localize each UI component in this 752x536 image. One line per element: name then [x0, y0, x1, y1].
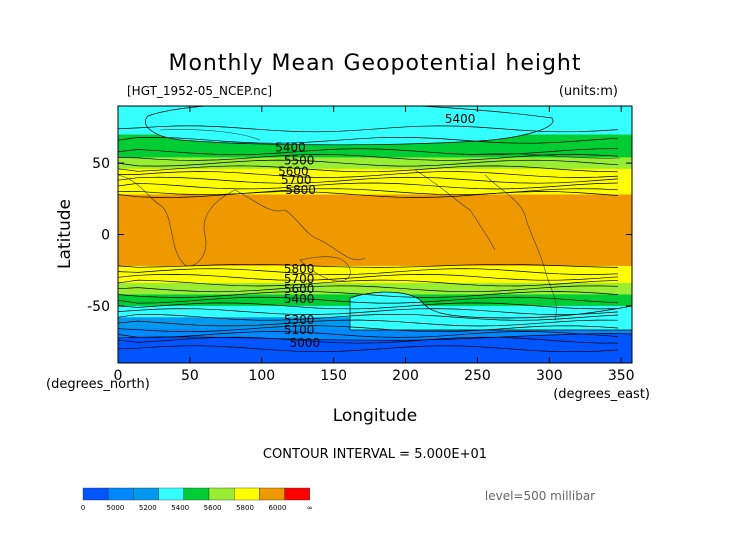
contour-line-22: [118, 325, 619, 333]
level-text: level=500 millibar: [485, 489, 595, 503]
x-tick-label-7: 350: [608, 368, 635, 384]
x-tick-label-0: 0: [114, 368, 123, 384]
colorbar-label-5: 5800: [236, 504, 254, 512]
colorbar-swatch-3: [158, 487, 185, 501]
colorbar-swatch-2: [133, 487, 159, 501]
contour-line-4: [118, 159, 619, 167]
file-label: [HGT_1952-05_NCEP.nc]: [127, 84, 272, 98]
plot-area: [118, 106, 632, 363]
contour-line-24: [118, 336, 619, 344]
contour-line-11: [118, 264, 619, 268]
contour-line-14: [118, 279, 619, 287]
contour-line-19: [118, 308, 619, 315]
contour-label-9: 5400: [284, 292, 315, 306]
coastlines: [118, 129, 621, 321]
contour-line-2: [118, 148, 619, 156]
contour-label-11: 5100: [284, 323, 315, 337]
contour-label-6: 5800: [284, 262, 315, 276]
colorbar-swatch-6: [233, 487, 260, 501]
contour-line-7: [118, 176, 619, 184]
colorbar-label-1: 5000: [106, 504, 124, 512]
y-tick-label-2: -50: [87, 299, 110, 315]
contour-line-0: [118, 125, 619, 133]
contour-line-18: [118, 302, 619, 310]
y-tick-label-1: 0: [101, 228, 110, 244]
axis-ticks: 0 50 100 150 200 250 300 350 50 0 -50: [87, 106, 635, 384]
x-unit-label: (degrees_east): [553, 387, 650, 402]
contour-line-17: [118, 296, 619, 304]
contour-line-5: [118, 165, 619, 173]
colorbar-swatch-7: [259, 487, 285, 501]
colorbar-label-4: 5600: [204, 504, 222, 512]
colorbar: 0 5000 5200 5400 5600 5800 6000 ∞: [81, 487, 313, 512]
contour-labels: 5400540055005600570058005800570056005400…: [275, 112, 475, 350]
contour-label-3: 5600: [278, 165, 309, 179]
contour-line-3: [118, 154, 619, 161]
contour-line-12: [118, 268, 619, 275]
colorbar-label-3: 5400: [171, 504, 189, 512]
contour-line-6: [118, 171, 619, 178]
contour-line-15: [118, 285, 619, 293]
contour-interval-text: CONTOUR INTERVAL = 5.000E+01: [263, 447, 487, 462]
contour-label-5: 5800: [285, 183, 316, 197]
x-tick-label-3: 150: [320, 368, 347, 384]
y-unit-label: (degrees_north): [46, 377, 150, 392]
colorbar-label-6: 6000: [268, 504, 286, 512]
colorbar-swatch-0: [82, 487, 109, 501]
contour-line-10: [118, 191, 619, 198]
contour-label-7: 5700: [284, 272, 315, 286]
colorbar-label-2: 5200: [139, 504, 157, 512]
colorbar-swatch-4: [183, 487, 210, 501]
contour-line-9: [118, 188, 619, 196]
southern-trough-region: [349, 291, 632, 331]
contour-band-6: [118, 283, 632, 295]
x-tick-label-5: 250: [464, 368, 491, 384]
x-tick-label-1: 50: [181, 368, 199, 384]
contour-label-8: 5600: [284, 282, 315, 296]
contour-label-2: 5500: [284, 153, 315, 167]
contour-line-23: [118, 331, 619, 338]
contour-line-8: [118, 182, 619, 190]
contour-label-0: 5400: [445, 112, 476, 126]
contour-band-2: [118, 157, 632, 170]
contour-band-4: [118, 194, 632, 267]
contour-label-12: 5000: [290, 336, 321, 350]
contour-line-21: [118, 319, 619, 327]
colorbar-swatch-1: [107, 487, 134, 501]
chart-title: Monthly Mean Geopotential height: [168, 51, 581, 76]
x-axis-title: Longitude: [333, 406, 418, 426]
contour-band-3: [118, 168, 632, 196]
y-tick-label-0: 50: [92, 156, 110, 172]
contour-line-13: [118, 274, 619, 281]
contour-lines: [118, 125, 619, 353]
contour-band-10: [118, 328, 632, 341]
colorbar-label-0: 0: [81, 504, 85, 512]
contour-line-25: [118, 345, 619, 353]
x-tick-label-4: 200: [392, 368, 419, 384]
colorbar-swatch-8: [284, 487, 311, 501]
contour-line-20: [118, 313, 619, 321]
colorbar-label-7: ∞: [307, 504, 313, 512]
contour-label-10: 5300: [284, 313, 315, 327]
contour-line-1: [118, 136, 619, 144]
contour-label-1: 5400: [275, 140, 306, 154]
units-label: (units:m): [559, 84, 618, 99]
contour-label-4: 5700: [281, 173, 312, 187]
polar-low-region: [145, 106, 554, 146]
colorbar-swatch-5: [208, 487, 235, 501]
x-tick-label-6: 300: [536, 368, 563, 384]
x-tick-label-2: 100: [248, 368, 275, 384]
y-axis-title: Latitude: [55, 199, 75, 269]
contour-line-16: [118, 291, 619, 298]
